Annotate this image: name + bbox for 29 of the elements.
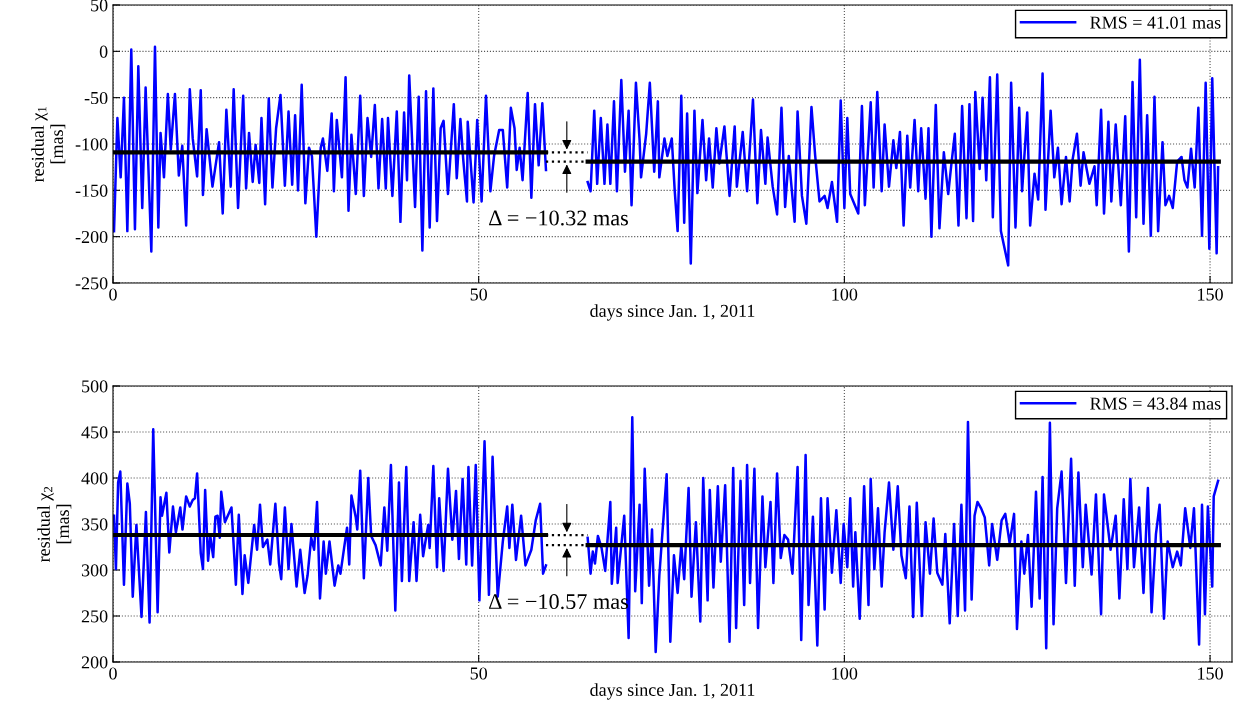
- annotation: Δ = −10.32 mas: [489, 210, 628, 226]
- y-tick-label: -100: [75, 138, 108, 151]
- x-tick-label: 0: [109, 288, 117, 301]
- x-axis-title: days since Jan. 1, 2011: [590, 304, 755, 321]
- y-axis-title: residual χ$_{2}$ [mas]: [37, 486, 72, 563]
- y-tick-label: -250: [75, 277, 108, 290]
- y-tick-label: 0: [99, 45, 108, 58]
- y-tick-label: 200: [81, 656, 108, 669]
- y-tick-label: -200: [75, 230, 108, 244]
- x-tick-label: 150: [1198, 667, 1223, 680]
- legend-label: RMS = 43.84 mas: [1090, 397, 1221, 410]
- x-axis-title: days since Jan. 1, 2011: [590, 683, 755, 700]
- y-tick-label: -150: [75, 184, 108, 197]
- y-tick-label: 500: [82, 380, 108, 393]
- x-tick-label: 100: [832, 667, 858, 680]
- y-tick-label: 250: [81, 610, 108, 623]
- x-tick-label: 50: [470, 288, 488, 301]
- y-axis-title: residual χ$_{1}$ [mas]: [31, 106, 66, 183]
- x-tick-label: 0: [109, 667, 117, 680]
- y-tick-label: 50: [91, 0, 108, 12]
- x-tick-label: 150: [1198, 288, 1223, 301]
- y-tick-label: 450: [81, 426, 108, 439]
- y-tick-label: 400: [81, 472, 108, 485]
- y-tick-label: 350: [81, 518, 108, 531]
- x-tick-label: 100: [832, 288, 858, 301]
- y-tick-label: 300: [81, 564, 108, 577]
- x-tick-label: 50: [470, 667, 488, 680]
- legend-label: RMS = 41.01 mas: [1090, 16, 1221, 29]
- y-tick-label: -50: [84, 91, 108, 105]
